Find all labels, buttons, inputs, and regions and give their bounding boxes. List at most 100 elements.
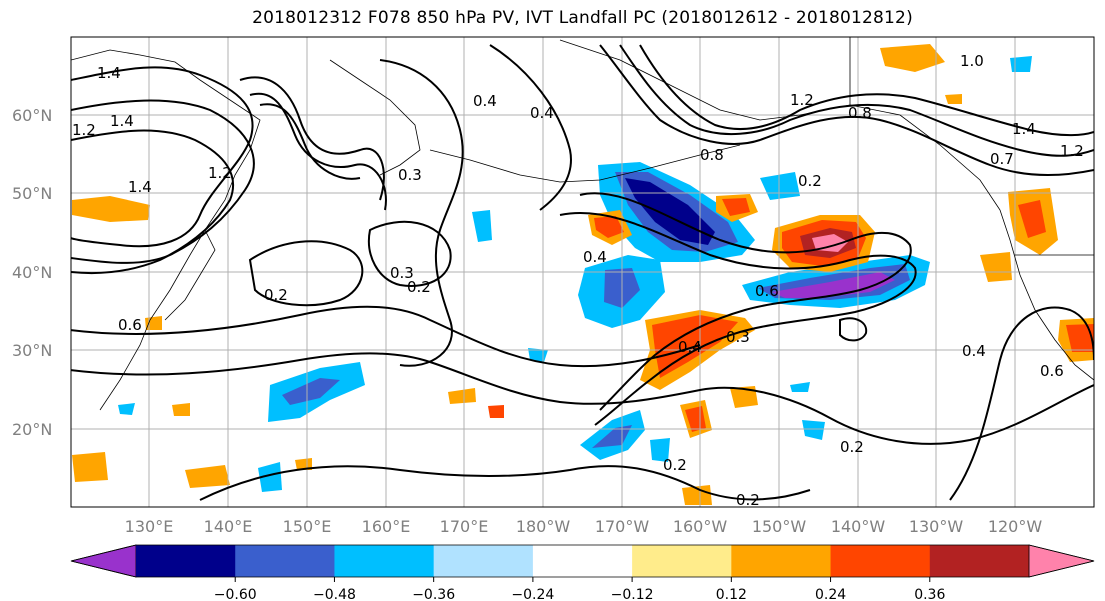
pv-contours <box>71 44 1094 501</box>
contour-line <box>489 44 572 211</box>
shade-region <box>980 252 1012 282</box>
map-title: 2018012312 F078 850 hPa PV, IVT Landfall… <box>252 8 913 28</box>
map-plot-area: 1.4 1.4 1.2 1.4 1.2 0.4 0.4 0.3 0.3 0.2 … <box>71 37 1094 507</box>
contour-label: 1.0 <box>960 52 984 70</box>
contour-label: 0.6 <box>755 282 779 300</box>
lon-label: 140°W <box>831 517 886 536</box>
contour-line <box>579 192 912 411</box>
shade-region <box>145 316 162 330</box>
colorbar-segment <box>632 545 732 577</box>
coastline-alaska <box>559 39 1001 211</box>
contour-line <box>71 352 1094 445</box>
contour-label: 0.2 <box>798 172 822 190</box>
contour-line <box>619 44 1094 157</box>
contour-label: 1.4 <box>128 178 152 196</box>
lon-label: 130°E <box>125 517 174 536</box>
lat-label: 60°N <box>12 106 52 125</box>
contour-label: 1.2 <box>208 164 232 182</box>
shade-region <box>812 234 848 252</box>
shade-region <box>185 465 230 488</box>
coastline-japan <box>164 229 216 321</box>
shade-region <box>802 420 825 440</box>
contour-line <box>239 76 385 201</box>
contour-labels: 1.4 1.4 1.2 1.4 1.2 0.4 0.4 0.3 0.3 0.2 … <box>72 52 1084 507</box>
contour-label: 0.4 <box>962 342 986 360</box>
colorbar-tick-labels: −0.60 −0.48 −0.36 −0.24 −0.12 0.12 0.24 0.36 <box>214 577 945 601</box>
shade-region <box>945 94 962 104</box>
colorbar-outline <box>70 544 1095 578</box>
shade-region <box>730 386 758 408</box>
shade-region <box>72 452 108 482</box>
contour-line <box>367 220 452 287</box>
contour-line <box>559 212 917 426</box>
colorbar-segment <box>929 545 1030 577</box>
colorbar-tick-label: 0.12 <box>716 587 747 601</box>
contour-line <box>599 44 1094 176</box>
contour-label: 0.3 <box>390 264 414 282</box>
shade-region <box>118 403 135 415</box>
coastline-kamchatka <box>329 59 421 176</box>
shade-region <box>282 378 340 405</box>
lat-label: 50°N <box>12 184 52 203</box>
contour-label: 0.4 <box>583 248 607 266</box>
lat-label: 30°N <box>12 341 52 360</box>
colorbar-tick-label: −0.48 <box>313 587 356 601</box>
colorbar-tick-label: −0.24 <box>511 587 554 601</box>
shade-region <box>1010 56 1032 72</box>
shade-region <box>448 388 476 404</box>
shade-region <box>1066 324 1094 352</box>
coastline-asia <box>71 49 261 411</box>
longitude-labels: 130°E 140°E 150°E 160°E 170°E 180°W 170°… <box>125 517 1043 536</box>
contour-label: 0.2 <box>264 286 288 304</box>
lon-label: 170°E <box>440 517 489 536</box>
lon-label: 150°W <box>752 517 807 536</box>
shade-region <box>295 458 312 470</box>
contour-line <box>949 306 1094 501</box>
contour-line <box>71 129 235 275</box>
shade-region <box>682 485 712 505</box>
contour-label: 0.2 <box>407 278 431 296</box>
contour-line <box>639 44 1094 137</box>
colorbar-tick-label: −0.36 <box>412 587 455 601</box>
colorbar-segment <box>830 545 931 577</box>
colorbar-extend-max <box>1028 544 1095 578</box>
shade-region <box>722 198 750 216</box>
contour-label: 0.8 <box>700 146 724 164</box>
contour-label: 0.3 <box>398 166 422 184</box>
colorbar-tick-label: −0.60 <box>214 587 257 601</box>
colorbar-segment <box>433 545 534 577</box>
lon-label: 150°E <box>283 517 332 536</box>
contour-label: 0.6 <box>118 316 142 334</box>
shade-region <box>488 405 504 418</box>
contour-line <box>71 305 701 368</box>
colorbar-segment <box>334 545 435 577</box>
contour-line <box>379 59 464 367</box>
contour-label: 0.8 <box>848 104 872 122</box>
lon-label: 160°W <box>673 517 728 536</box>
contour-label: 0.3 <box>726 328 750 346</box>
contour-label: 0.2 <box>663 456 687 474</box>
contour-line <box>71 99 255 264</box>
colorbar-extend-min <box>70 544 137 578</box>
shade-region <box>172 403 190 416</box>
shade-region <box>72 196 150 222</box>
shade-region <box>594 216 624 238</box>
contour-label: 1.4 <box>110 112 134 130</box>
contour-line <box>248 240 364 307</box>
contour-label: 0.6 <box>1040 362 1064 380</box>
contour-label: 0.4 <box>678 338 702 356</box>
contour-label: 0.2 <box>840 438 864 456</box>
lon-label: 160°E <box>362 517 411 536</box>
lon-label: 130°W <box>909 517 964 536</box>
lon-label: 170°W <box>595 517 650 536</box>
shade-region <box>650 438 670 462</box>
shade-region <box>772 272 895 298</box>
contour-line <box>249 92 387 211</box>
contour-label: 1.2 <box>72 121 96 139</box>
colorbar-segment <box>731 545 832 577</box>
shade-region <box>258 462 282 492</box>
contour-label: 1.4 <box>97 64 121 82</box>
contour-label: 1.2 <box>1060 142 1084 160</box>
latitude-labels: 60°N 50°N 40°N 30°N 20°N <box>12 106 52 439</box>
